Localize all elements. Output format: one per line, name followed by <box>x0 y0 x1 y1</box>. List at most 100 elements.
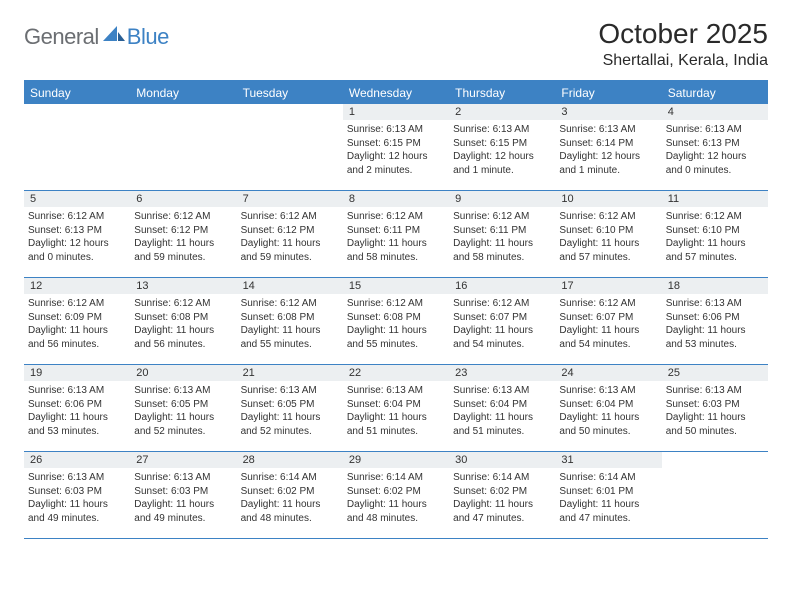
day-number: 30 <box>449 452 555 468</box>
day-number: 28 <box>237 452 343 468</box>
weekday-sat: Saturday <box>662 82 768 104</box>
day-cell: 26Sunrise: 6:13 AMSunset: 6:03 PMDayligh… <box>24 452 130 538</box>
daylight-text: Daylight: 12 hours and 1 minute. <box>559 150 657 177</box>
day-cell: 5Sunrise: 6:12 AMSunset: 6:13 PMDaylight… <box>24 191 130 277</box>
day-number: 10 <box>555 191 661 207</box>
daylight-text: Daylight: 11 hours and 47 minutes. <box>453 498 551 525</box>
sunrise-text: Sunrise: 6:14 AM <box>453 471 551 485</box>
sunset-text: Sunset: 6:07 PM <box>559 311 657 325</box>
daylight-text: Daylight: 11 hours and 49 minutes. <box>134 498 232 525</box>
day-cell: 19Sunrise: 6:13 AMSunset: 6:06 PMDayligh… <box>24 365 130 451</box>
brand-sail-icon <box>103 26 125 49</box>
day-number: 15 <box>343 278 449 294</box>
day-number: 17 <box>555 278 661 294</box>
daylight-text: Daylight: 11 hours and 50 minutes. <box>666 411 764 438</box>
day-cell: 4Sunrise: 6:13 AMSunset: 6:13 PMDaylight… <box>662 104 768 190</box>
sunrise-text: Sunrise: 6:13 AM <box>453 384 551 398</box>
daylight-text: Daylight: 11 hours and 58 minutes. <box>453 237 551 264</box>
day-cell: 12Sunrise: 6:12 AMSunset: 6:09 PMDayligh… <box>24 278 130 364</box>
sunset-text: Sunset: 6:03 PM <box>134 485 232 499</box>
week-row: 26Sunrise: 6:13 AMSunset: 6:03 PMDayligh… <box>24 452 768 539</box>
day-cell: 3Sunrise: 6:13 AMSunset: 6:14 PMDaylight… <box>555 104 661 190</box>
sunset-text: Sunset: 6:08 PM <box>241 311 339 325</box>
day-number: 12 <box>24 278 130 294</box>
sunset-text: Sunset: 6:03 PM <box>28 485 126 499</box>
daylight-text: Daylight: 11 hours and 56 minutes. <box>28 324 126 351</box>
day-cell: 24Sunrise: 6:13 AMSunset: 6:04 PMDayligh… <box>555 365 661 451</box>
day-number <box>130 104 236 108</box>
day-cell: 17Sunrise: 6:12 AMSunset: 6:07 PMDayligh… <box>555 278 661 364</box>
calendar-grid: Sunday Monday Tuesday Wednesday Thursday… <box>24 80 768 539</box>
sunrise-text: Sunrise: 6:12 AM <box>347 210 445 224</box>
calendar-page: General Blue October 2025 Shertallai, Ke… <box>0 0 792 549</box>
sunset-text: Sunset: 6:04 PM <box>453 398 551 412</box>
day-cell: 25 Sunrise: 6:13 AMSunset: 6:03 PMDayligh… <box>662 365 768 451</box>
day-cell: 21Sunrise: 6:13 AMSunset: 6:05 PMDayligh… <box>237 365 343 451</box>
sunrise-text: Sunrise: 6:13 AM <box>347 384 445 398</box>
sunrise-text: Sunrise: 6:13 AM <box>666 123 764 137</box>
day-cell: 29Sunrise: 6:14 AMSunset: 6:02 PMDayligh… <box>343 452 449 538</box>
day-number: 3 <box>555 104 661 120</box>
day-number: 27 <box>130 452 236 468</box>
day-number: 25 <box>662 365 768 381</box>
weekday-thu: Thursday <box>449 82 555 104</box>
sunrise-text: Sunrise: 6:13 AM <box>666 384 764 398</box>
sunrise-text: Sunrise: 6:12 AM <box>241 210 339 224</box>
sunrise-text: Sunrise: 6:14 AM <box>559 471 657 485</box>
day-number: 2 <box>449 104 555 120</box>
sunrise-text: Sunrise: 6:13 AM <box>559 384 657 398</box>
sunset-text: Sunset: 6:07 PM <box>453 311 551 325</box>
daylight-text: Daylight: 11 hours and 48 minutes. <box>241 498 339 525</box>
day-cell: 13Sunrise: 6:12 AMSunset: 6:08 PMDayligh… <box>130 278 236 364</box>
daylight-text: Daylight: 11 hours and 52 minutes. <box>241 411 339 438</box>
day-number: 18 <box>662 278 768 294</box>
brand-part2: Blue <box>127 24 169 50</box>
weekday-fri: Friday <box>555 82 661 104</box>
daylight-text: Daylight: 11 hours and 52 minutes. <box>134 411 232 438</box>
sunset-text: Sunset: 6:01 PM <box>559 485 657 499</box>
daylight-text: Daylight: 11 hours and 54 minutes. <box>559 324 657 351</box>
day-cell: 8Sunrise: 6:12 AMSunset: 6:11 PMDaylight… <box>343 191 449 277</box>
brand-part1: General <box>24 24 99 50</box>
day-number: 22 <box>343 365 449 381</box>
sunset-text: Sunset: 6:09 PM <box>28 311 126 325</box>
sunset-text: Sunset: 6:15 PM <box>347 137 445 151</box>
day-number: 23 <box>449 365 555 381</box>
day-number: 13 <box>130 278 236 294</box>
sunset-text: Sunset: 6:03 PM <box>666 398 764 412</box>
day-cell: 27Sunrise: 6:13 AMSunset: 6:03 PMDayligh… <box>130 452 236 538</box>
day-cell: 23Sunrise: 6:13 AMSunset: 6:04 PMDayligh… <box>449 365 555 451</box>
day-cell: 30Sunrise: 6:14 AMSunset: 6:02 PMDayligh… <box>449 452 555 538</box>
daylight-text: Daylight: 11 hours and 51 minutes. <box>347 411 445 438</box>
day-number <box>24 104 130 108</box>
daylight-text: Daylight: 11 hours and 56 minutes. <box>134 324 232 351</box>
day-number: 9 <box>449 191 555 207</box>
day-number: 4 <box>662 104 768 120</box>
sunset-text: Sunset: 6:11 PM <box>453 224 551 238</box>
day-cell: 7Sunrise: 6:12 AMSunset: 6:12 PMDaylight… <box>237 191 343 277</box>
sunrise-text: Sunrise: 6:12 AM <box>241 297 339 311</box>
daylight-text: Daylight: 11 hours and 57 minutes. <box>666 237 764 264</box>
sunrise-text: Sunrise: 6:12 AM <box>28 210 126 224</box>
day-number: 19 <box>24 365 130 381</box>
sunrise-text: Sunrise: 6:12 AM <box>453 297 551 311</box>
sunrise-text: Sunrise: 6:13 AM <box>241 384 339 398</box>
day-number: 26 <box>24 452 130 468</box>
day-number <box>237 104 343 108</box>
day-number: 11 <box>662 191 768 207</box>
day-cell: 6Sunrise: 6:12 AMSunset: 6:12 PMDaylight… <box>130 191 236 277</box>
day-cell: 15Sunrise: 6:12 AMSunset: 6:08 PMDayligh… <box>343 278 449 364</box>
day-cell: 18Sunrise: 6:13 AMSunset: 6:06 PMDayligh… <box>662 278 768 364</box>
sunrise-text: Sunrise: 6:12 AM <box>666 210 764 224</box>
weekday-sun: Sunday <box>24 82 130 104</box>
sunset-text: Sunset: 6:10 PM <box>559 224 657 238</box>
day-cell: 31Sunrise: 6:14 AMSunset: 6:01 PMDayligh… <box>555 452 661 538</box>
daylight-text: Daylight: 12 hours and 1 minute. <box>453 150 551 177</box>
weekday-mon: Monday <box>130 82 236 104</box>
weekday-header-row: Sunday Monday Tuesday Wednesday Thursday… <box>24 82 768 104</box>
sunset-text: Sunset: 6:02 PM <box>347 485 445 499</box>
daylight-text: Daylight: 12 hours and 0 minutes. <box>28 237 126 264</box>
sunset-text: Sunset: 6:05 PM <box>241 398 339 412</box>
sunset-text: Sunset: 6:11 PM <box>347 224 445 238</box>
weeks-container: 1Sunrise: 6:13 AMSunset: 6:15 PMDaylight… <box>24 104 768 539</box>
